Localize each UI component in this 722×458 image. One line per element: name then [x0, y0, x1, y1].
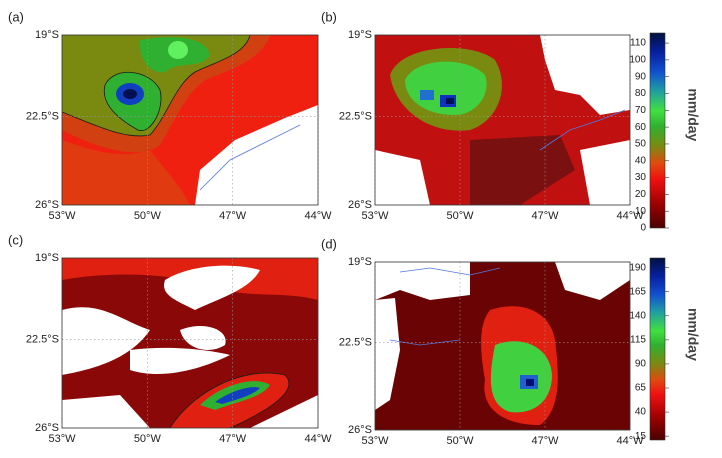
- x-tick-label: 47°W: [219, 433, 247, 445]
- x-tick-label: 50°W: [446, 435, 474, 447]
- field-d: [375, 262, 630, 430]
- colorbar-tick-label: 90: [635, 359, 647, 370]
- panel-label: (c): [8, 232, 23, 247]
- colorbar-tick-label: 110: [630, 38, 646, 49]
- colorbar-tick-label: 20: [635, 189, 647, 200]
- y-tick-label: 19°S: [35, 252, 59, 264]
- colorbar-tick-label: 50: [635, 139, 647, 150]
- y-tick-label: 19°S: [35, 29, 59, 41]
- colorbar-tick-label: 190: [629, 262, 646, 273]
- colorbar-tick-label: 165: [629, 286, 646, 297]
- x-tick-label: 47°W: [219, 210, 247, 222]
- colorbar-tick-label: 10: [635, 206, 647, 217]
- colorbar-tick-label: 0: [640, 223, 646, 234]
- colorbar-tick-label: 40: [635, 155, 647, 166]
- colorbar-tick-label: 80: [635, 88, 647, 99]
- y-tick-label: 22.5°S: [339, 337, 372, 349]
- colorbar-tick-label: 30: [635, 172, 647, 183]
- colorbar-tick-label: 140: [629, 310, 646, 321]
- field-a: [62, 35, 318, 205]
- y-tick-label: 26°S: [35, 422, 59, 434]
- field-c: [62, 258, 318, 428]
- x-tick-label: 50°W: [446, 210, 474, 222]
- y-tick-label: 26°S: [35, 199, 59, 211]
- x-tick-label: 53°W: [361, 435, 389, 447]
- x-tick-label: 44°W: [304, 433, 332, 445]
- colorbar: [649, 257, 666, 441]
- colorbar-tick-label: 15: [635, 431, 647, 442]
- colorbar-tick-label: 115: [630, 334, 646, 345]
- x-tick-label: 53°W: [48, 210, 76, 222]
- x-tick-label: 53°W: [48, 433, 76, 445]
- map-frame: [374, 34, 631, 206]
- panel-label: (b): [321, 9, 337, 24]
- x-tick-label: 47°W: [531, 210, 559, 222]
- map-frame: [61, 34, 319, 206]
- x-tick-label: 50°W: [134, 433, 162, 445]
- colorbar-unit: mm/day: [685, 308, 701, 361]
- map-frame: [61, 257, 319, 429]
- y-tick-label: 19°S: [348, 256, 372, 268]
- x-tick-label: 47°W: [531, 435, 559, 447]
- y-tick-label: 26°S: [348, 199, 372, 211]
- y-tick-label: 22.5°S: [26, 334, 59, 346]
- y-tick-label: 22.5°S: [26, 111, 59, 123]
- map-frame: [374, 261, 631, 431]
- panel-label: (a): [8, 9, 24, 24]
- panel-label: (d): [321, 236, 337, 251]
- field-b: [375, 35, 630, 205]
- y-tick-label: 26°S: [348, 424, 372, 436]
- colorbar-tick-label: 90: [635, 71, 647, 82]
- colorbar-tick-label: 100: [629, 55, 646, 66]
- x-tick-label: 44°W: [616, 210, 644, 222]
- colorbar-tick-label: 65: [635, 383, 647, 394]
- colorbar-unit: mm/day: [685, 88, 701, 141]
- x-tick-label: 50°W: [134, 210, 162, 222]
- colorbar-tick-label: 40: [635, 407, 647, 418]
- colorbar: [649, 32, 666, 229]
- colorbar-tick-label: 60: [635, 122, 647, 133]
- x-tick-label: 44°W: [304, 210, 332, 222]
- y-tick-label: 19°S: [348, 29, 372, 41]
- y-tick-label: 22.5°S: [339, 111, 372, 123]
- colorbar-tick-label: 70: [635, 105, 647, 116]
- x-tick-label: 53°W: [361, 210, 389, 222]
- x-tick-label: 44°W: [616, 435, 644, 447]
